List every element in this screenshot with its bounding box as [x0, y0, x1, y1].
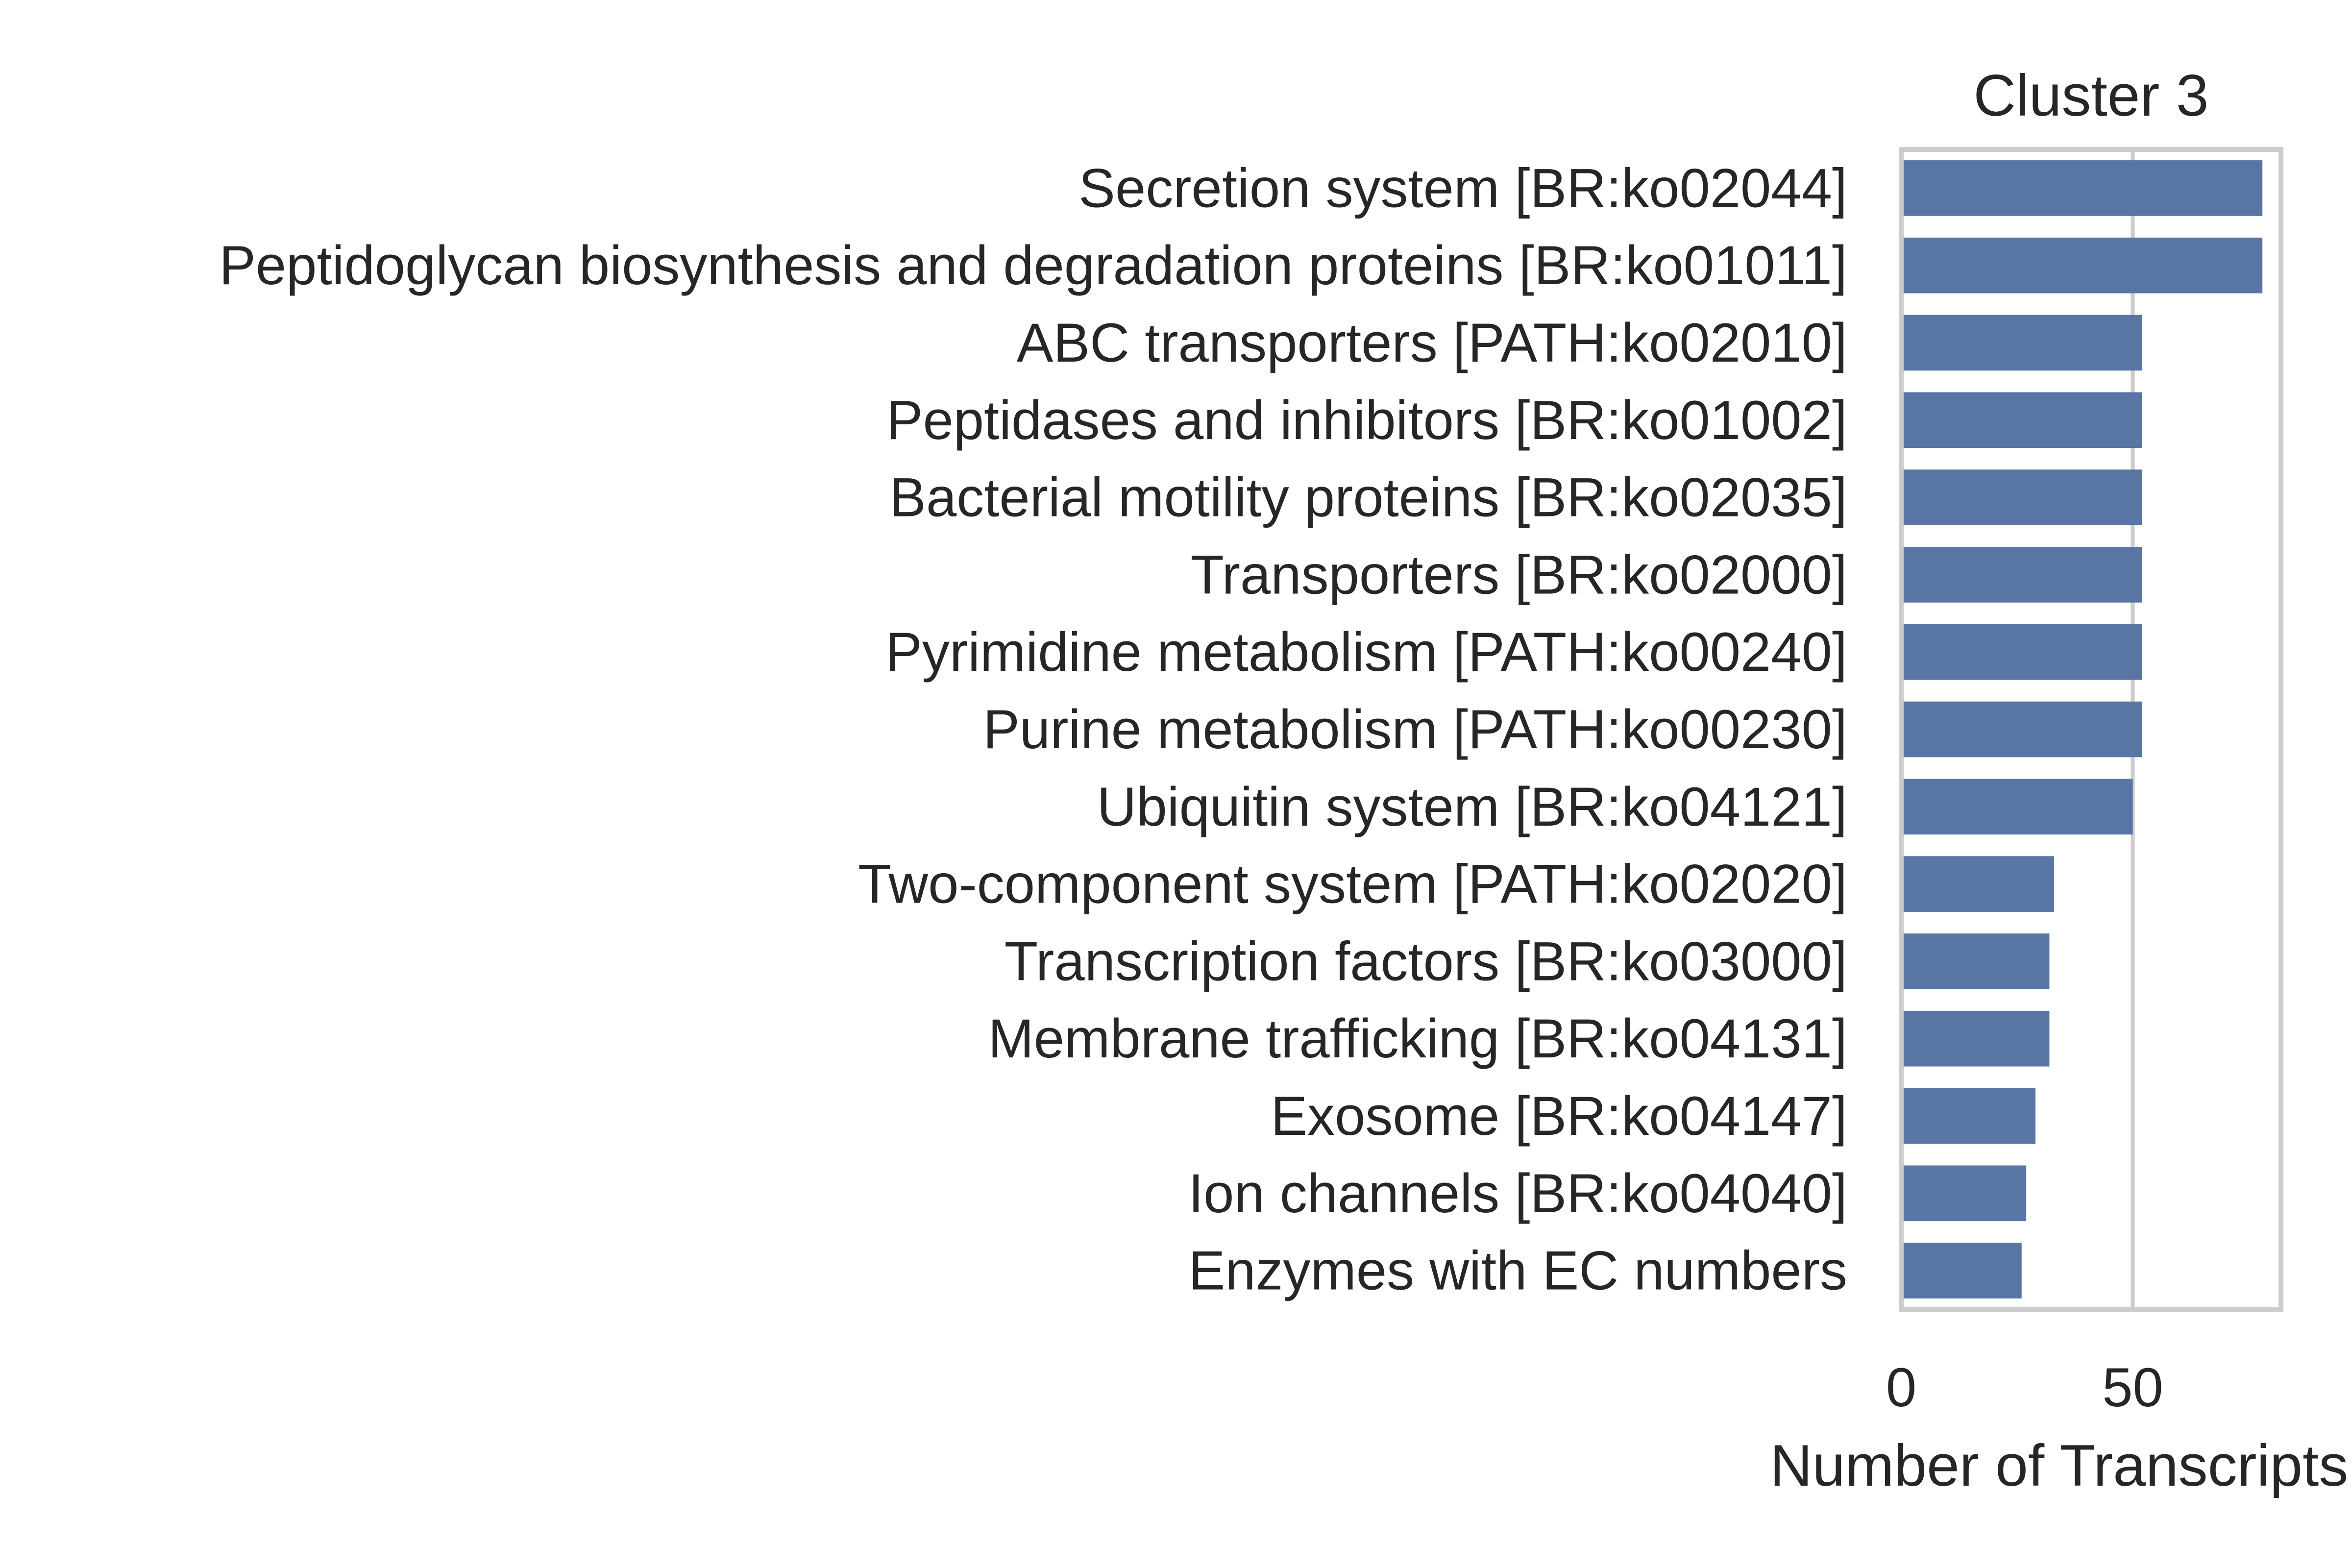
chart-title: Cluster 3 [1973, 63, 2208, 128]
category-label-11: Membrane trafficking [BR:ko04131] [988, 1008, 1848, 1069]
category-label-14: Enzymes with EC numbers [1189, 1240, 1847, 1301]
bar-13 [1901, 1165, 2027, 1222]
category-label-8: Ubiquitin system [BR:ko04121] [1097, 776, 1847, 837]
bar-2 [1901, 315, 2142, 371]
category-label-2: ABC transporters [PATH:ko02010] [1017, 312, 1847, 373]
bar-7 [1901, 701, 2142, 758]
category-label-3: Peptidases and inhibitors [BR:ko01002] [886, 390, 1847, 451]
plot-frame [1899, 147, 2283, 1312]
x-tick-label-1: 50 [2102, 1357, 2163, 1418]
category-label-10: Transcription factors [BR:ko03000] [1004, 931, 1847, 992]
category-label-0: Secretion system [BR:ko02044] [1078, 157, 1847, 219]
category-label-1: Peptidoglycan biosynthesis and degradati… [219, 235, 1847, 296]
bar-14 [1901, 1243, 2022, 1298]
bar-1 [1901, 237, 2263, 294]
category-label-7: Purine metabolism [PATH:ko00230] [983, 699, 1847, 760]
category-label-13: Ion channels [BR:ko04040] [1188, 1163, 1847, 1224]
bar-9 [1901, 856, 2054, 912]
bar-12 [1901, 1088, 2036, 1144]
bar-3 [1901, 392, 2142, 448]
bar-10 [1901, 933, 2050, 989]
x-tick-labels: 0 50 [1886, 1357, 2163, 1418]
bar-4 [1901, 469, 2142, 525]
category-label-9: Two-component system [PATH:ko02020] [858, 854, 1847, 915]
bars [1901, 160, 2263, 1298]
bar-11 [1901, 1010, 2050, 1067]
category-label-6: Pyrimidine metabolism [PATH:ko00240] [885, 621, 1847, 683]
x-axis-label: Number of Transcripts [1770, 1433, 2348, 1498]
bar-8 [1901, 779, 2133, 835]
category-labels: Secretion system [BR:ko02044] Peptidoglyc… [219, 157, 1847, 1301]
category-label-12: Exosome [BR:ko04147] [1271, 1085, 1847, 1147]
category-label-4: Bacterial motility proteins [BR:ko02035] [889, 467, 1847, 528]
bar-0 [1901, 160, 2263, 216]
category-label-5: Transporters [BR:ko02000] [1191, 544, 1848, 605]
bar-6 [1901, 624, 2142, 680]
x-tick-label-0: 0 [1886, 1357, 1916, 1418]
bar-5 [1901, 547, 2142, 603]
